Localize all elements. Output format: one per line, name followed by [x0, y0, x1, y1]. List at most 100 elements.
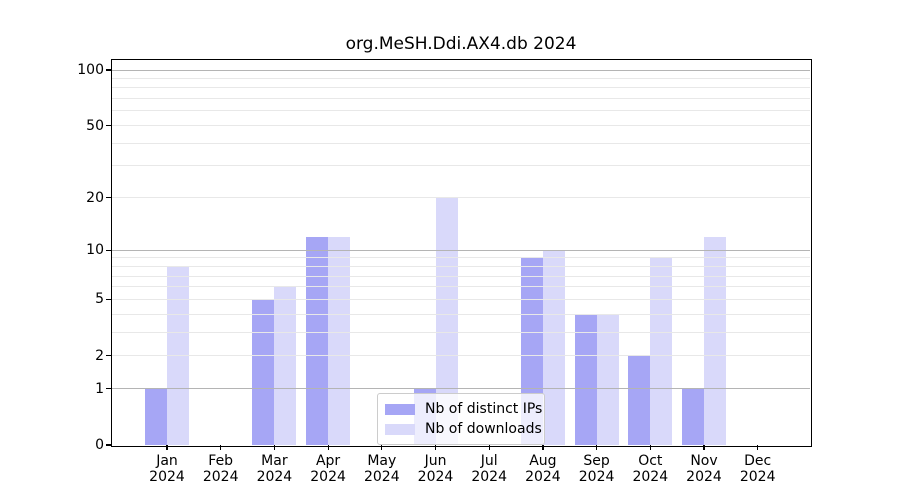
x-tick-mark-mar — [273, 445, 276, 450]
x-tick-month: Mar — [261, 453, 288, 469]
bar-distinct-ips-jan — [145, 388, 167, 445]
x-tick-label-jul: Jul 2024 — [457, 453, 521, 485]
x-tick-year: 2024 — [202, 469, 239, 485]
y-tick-mark-5 — [106, 298, 111, 301]
minor-gridline-60 — [112, 110, 810, 112]
x-tick-month: Apr — [315, 453, 341, 469]
x-tick-label-oct: Oct 2024 — [618, 453, 682, 485]
minor-gridline-3 — [112, 331, 810, 333]
x-tick-year: 2024 — [417, 469, 454, 485]
major-gridline-1 — [112, 388, 810, 390]
x-tick-mark-jun — [434, 445, 437, 450]
y-tick-label-1: 1 — [95, 380, 104, 397]
x-tick-year: 2024 — [525, 469, 561, 485]
y-tick-mark-1 — [106, 388, 111, 390]
y-tick-label-10: 10 — [86, 242, 104, 259]
x-tick-year: 2024 — [471, 469, 507, 485]
major-gridline-100 — [112, 69, 810, 71]
x-tick-month: Dec — [744, 453, 772, 469]
x-tick-label-sep: Sep 2024 — [565, 453, 629, 485]
x-tick-year: 2024 — [310, 469, 346, 485]
minor-gridline-2 — [112, 355, 810, 357]
x-tick-mark-dec — [757, 445, 759, 450]
x-tick-month: Jun — [424, 453, 447, 469]
minor-gridline-8 — [112, 265, 810, 267]
y-tick-label-50: 50 — [86, 117, 104, 134]
y-tick-label-100: 100 — [77, 62, 104, 78]
bar-downloads-mar — [274, 286, 297, 445]
minor-gridline-40 — [112, 142, 810, 144]
x-tick-label-nov: Nov 2024 — [672, 453, 736, 485]
bar-downloads-oct — [650, 257, 673, 445]
x-tick-month: Aug — [529, 453, 557, 469]
x-tick-label-aug: Aug 2024 — [511, 453, 575, 485]
x-tick-month: Jan — [156, 453, 178, 469]
x-tick-mark-feb — [220, 445, 222, 450]
x-tick-month: Sep — [583, 453, 610, 469]
major-gridline-10 — [112, 249, 810, 251]
legend-label-distinct-ips: Nb of distinct IPs — [425, 401, 543, 417]
x-tick-year: 2024 — [256, 469, 293, 485]
minor-gridline-70 — [112, 98, 810, 100]
x-tick-mark-nov — [703, 445, 705, 450]
bar-downloads-apr — [328, 236, 351, 445]
bar-downloads-jun — [435, 197, 458, 445]
legend-row-downloads: Nb of downloads — [385, 419, 542, 439]
x-tick-month: Jul — [480, 453, 498, 469]
legend: Nb of distinct IPs Nb of downloads — [377, 393, 545, 445]
x-tick-mark-apr — [327, 445, 329, 450]
x-tick-month: Feb — [208, 453, 234, 469]
minor-gridline-6 — [112, 286, 810, 288]
x-tick-year: 2024 — [363, 469, 400, 485]
x-tick-month: Oct — [638, 453, 663, 469]
x-tick-mark-oct — [649, 445, 651, 450]
y-tick-mark-100 — [106, 69, 111, 71]
x-tick-year: 2024 — [739, 469, 776, 485]
minor-gridline-90 — [112, 77, 810, 79]
legend-label-downloads: Nb of downloads — [425, 421, 542, 437]
y-tick-mark-20 — [106, 197, 111, 199]
y-tick-label-5: 5 — [95, 291, 104, 308]
bar-distinct-ips-sep — [574, 314, 597, 445]
bar-distinct-ips-nov — [682, 388, 704, 445]
y-tick-label-20: 20 — [86, 189, 104, 206]
minor-gridline-50 — [112, 125, 810, 127]
minor-gridline-9 — [112, 257, 810, 259]
y-tick-mark-2 — [106, 355, 111, 357]
minor-gridline-80 — [112, 87, 810, 89]
y-tick-mark-10 — [106, 249, 111, 251]
legend-row-distinct-ips: Nb of distinct IPs — [385, 399, 542, 419]
x-tick-mark-jan — [166, 445, 168, 450]
y-tick-mark-0 — [106, 444, 111, 446]
y-tick-mark-50 — [106, 124, 111, 127]
x-tick-month: May — [367, 453, 397, 469]
x-tick-year: 2024 — [578, 469, 615, 485]
y-tick-label-2: 2 — [95, 347, 104, 364]
minor-gridline-7 — [112, 275, 810, 277]
bar-distinct-ips-oct — [628, 355, 651, 445]
x-tick-label-jun: Jun 2024 — [404, 453, 468, 485]
minor-gridline-30 — [112, 165, 810, 167]
x-tick-year: 2024 — [686, 469, 722, 485]
minor-gridline-5 — [112, 298, 810, 300]
x-tick-month: Nov — [690, 453, 718, 469]
bar-downloads-nov — [704, 236, 726, 445]
bar-downloads-aug — [542, 250, 565, 445]
x-tick-mark-sep — [596, 445, 598, 450]
x-tick-label-jan: Jan 2024 — [135, 453, 199, 485]
x-tick-label-dec: Dec 2024 — [726, 453, 790, 485]
y-tick-label-0: 0 — [95, 437, 104, 453]
x-tick-year: 2024 — [149, 469, 185, 485]
legend-swatch-downloads — [385, 423, 415, 435]
legend-swatch-distinct-ips — [385, 403, 415, 415]
bar-distinct-ips-mar — [252, 299, 275, 445]
plot-area — [110, 58, 812, 447]
minor-gridline-4 — [112, 313, 810, 315]
minor-gridline-20 — [112, 197, 810, 199]
x-tick-label-may: May 2024 — [350, 453, 414, 485]
x-tick-label-apr: Apr 2024 — [296, 453, 360, 485]
x-tick-mark-may — [381, 445, 383, 450]
x-tick-mark-aug — [542, 445, 544, 450]
bar-downloads-sep — [596, 314, 619, 445]
